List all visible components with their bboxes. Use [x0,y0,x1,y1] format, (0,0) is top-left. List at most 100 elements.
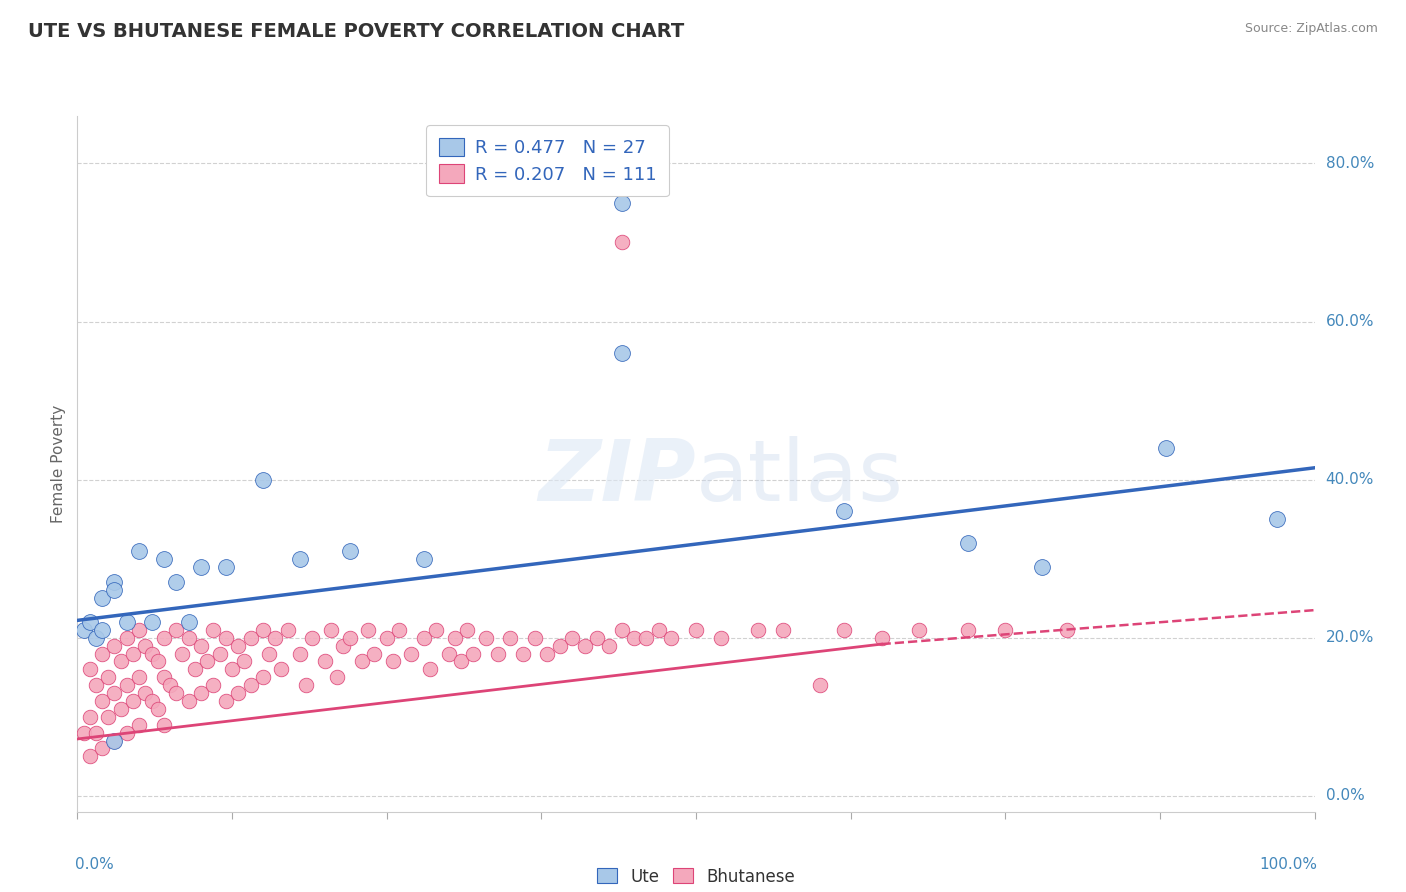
Point [159,678,181,692]
Point [146,655,169,669]
Point [115,725,138,739]
Point [239,631,262,645]
Point [153,551,176,566]
Point [623,631,645,645]
Point [636,631,658,645]
Point [1154,441,1177,455]
Point [486,647,509,661]
Point [208,647,231,661]
Point [153,631,176,645]
Text: 40.0%: 40.0% [1326,472,1374,487]
Point [419,662,441,676]
Point [412,631,434,645]
Point [1267,512,1289,526]
Point [128,717,150,731]
Point [319,623,342,637]
Point [288,647,311,661]
Point [103,583,125,598]
Point [97,670,120,684]
Point [190,639,212,653]
Point [443,631,465,645]
Point [134,639,156,653]
Point [97,710,120,724]
Point [332,639,354,653]
Point [957,536,980,550]
Point [957,623,980,637]
Text: 0.0%: 0.0% [75,857,114,872]
Point [91,647,114,661]
Point [91,741,114,756]
Point [456,623,478,637]
Point [277,623,299,637]
Point [1056,623,1078,637]
Point [122,647,145,661]
Point [79,710,101,724]
Point [561,631,583,645]
Text: 100.0%: 100.0% [1260,857,1317,872]
Point [747,623,769,637]
Point [79,662,101,676]
Point [252,473,274,487]
Point [463,647,485,661]
Point [184,662,207,676]
Point [363,647,385,661]
Point [115,615,138,629]
Point [146,702,169,716]
Point [834,504,856,518]
Point [548,639,571,653]
Point [202,678,225,692]
Point [141,694,163,708]
Point [610,623,633,637]
Point [339,543,361,558]
Point [834,623,856,637]
Text: 80.0%: 80.0% [1326,156,1374,171]
Point [91,623,114,637]
Point [994,623,1017,637]
Point [153,717,176,731]
Point [165,623,187,637]
Point [215,694,238,708]
Point [72,725,94,739]
Point [252,623,274,637]
Point [91,591,114,606]
Point [610,235,633,250]
Point [381,655,404,669]
Point [91,694,114,708]
Point [808,678,831,692]
Point [586,631,609,645]
Point [103,639,125,653]
Point [165,575,187,590]
Point [257,647,280,661]
Point [190,559,212,574]
Point [215,631,238,645]
Point [301,631,323,645]
Point [288,551,311,566]
Point [401,647,423,661]
Point [357,623,380,637]
Point [226,639,249,653]
Point [172,647,194,661]
Point [610,195,633,210]
Point [177,631,200,645]
Point [437,647,460,661]
Point [252,670,274,684]
Point [1031,559,1053,574]
Point [128,670,150,684]
Point [326,670,349,684]
Point [141,647,163,661]
Point [190,686,212,700]
Point [195,655,218,669]
Point [264,631,287,645]
Point [412,551,434,566]
Point [115,678,138,692]
Point [512,647,534,661]
Point [72,623,94,637]
Point [574,639,596,653]
Point [710,631,733,645]
Point [524,631,547,645]
Text: 60.0%: 60.0% [1326,314,1374,329]
Point [425,623,447,637]
Point [115,631,138,645]
Point [141,615,163,629]
Point [79,615,101,629]
